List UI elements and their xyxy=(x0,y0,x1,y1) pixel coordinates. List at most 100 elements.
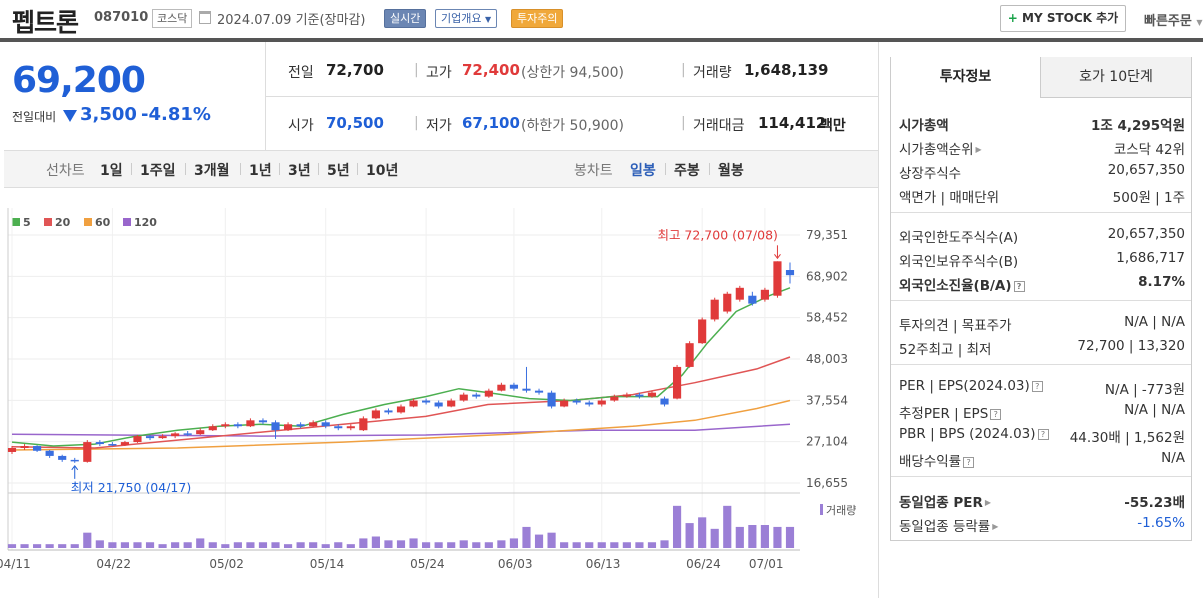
x-tick-label: 05/14 xyxy=(310,557,345,571)
candle-body xyxy=(409,400,418,407)
realtime-button[interactable]: 실시간 xyxy=(384,9,427,28)
volume-bar xyxy=(497,540,506,548)
info-label[interactable]: 동일업종 PER ▶ xyxy=(899,491,991,511)
arrow-right-icon: ▶ xyxy=(975,145,982,154)
volume-bar xyxy=(309,542,318,548)
candle-body xyxy=(585,402,594,405)
volume-bar xyxy=(409,538,418,548)
info-label-text: 액면가 | 매매단위 xyxy=(899,190,1000,206)
up-arrow-icon xyxy=(71,465,79,471)
period-daily[interactable]: 일봉 xyxy=(630,163,656,179)
info-label: 투자의견 | 목표주가 xyxy=(899,314,1012,334)
candle-body xyxy=(472,394,481,397)
volume-bar xyxy=(560,542,569,548)
open-label: 시가 xyxy=(288,118,314,134)
volume-bar xyxy=(95,540,104,548)
period-monthly[interactable]: 월봉 xyxy=(718,163,744,179)
high-annotation: 최고 72,700 (07/08) xyxy=(657,227,777,242)
volume-bar xyxy=(120,542,130,548)
candle-body xyxy=(58,455,67,460)
candle-body xyxy=(233,424,242,427)
candle-body xyxy=(296,424,305,427)
info-label-text: 배당수익률 xyxy=(899,454,962,470)
info-label[interactable]: 동일업종 등락률 ▶ xyxy=(899,515,998,535)
candle-body xyxy=(145,436,155,439)
volume-legend-swatch xyxy=(820,504,823,515)
divider xyxy=(891,364,1191,365)
divider xyxy=(265,96,878,97)
period-1d[interactable]: 1일 xyxy=(100,163,123,179)
quick-order-button[interactable]: 빠른주문 ▼ xyxy=(1144,14,1203,29)
legend-ma60: 60 xyxy=(95,216,111,229)
calendar-icon xyxy=(199,11,211,24)
volume-bar xyxy=(108,542,117,548)
volume-bar xyxy=(773,526,782,548)
candle-body xyxy=(384,410,393,413)
info-label: 추정PER | EPS? xyxy=(899,402,1002,422)
legend-ma5: 5 xyxy=(23,216,31,229)
period-10y[interactable]: 10년 xyxy=(366,163,399,179)
candle-body xyxy=(447,400,456,407)
tab-investment-info[interactable]: 투자정보 xyxy=(891,57,1041,98)
tab-order-book[interactable]: 호가 10단계 xyxy=(1041,57,1191,98)
divider xyxy=(891,212,1191,213)
help-icon[interactable]: ? xyxy=(1031,381,1043,392)
candle-body xyxy=(635,394,644,397)
volume-legend-label: 거래량 xyxy=(826,504,856,517)
info-label-text: 외국인보유주식수(B) xyxy=(899,254,1019,270)
volume-bar xyxy=(748,525,757,548)
candle-body xyxy=(196,430,205,435)
period-1w[interactable]: 1주일 xyxy=(140,163,176,179)
help-icon[interactable]: ? xyxy=(1037,429,1049,440)
price-change: 3,500 xyxy=(80,104,137,125)
candle-body xyxy=(497,384,506,391)
volume-bar xyxy=(233,542,242,548)
volume-bar xyxy=(622,542,631,548)
stock-chart[interactable]: 79,351 68,902 58,452 48,003 37,554 27,104 16,6… xyxy=(0,188,878,598)
candle-body xyxy=(509,384,519,389)
separator: | xyxy=(681,115,686,131)
ma60-line xyxy=(11,399,791,451)
info-value: 44.30배 | 1,562원 xyxy=(1069,430,1185,446)
separator xyxy=(357,163,358,175)
help-icon[interactable]: ? xyxy=(1013,281,1025,292)
down-arrow-icon xyxy=(774,254,781,260)
info-label: 배당수익률? xyxy=(899,450,975,470)
y-tick-label: 79,351 xyxy=(806,228,848,242)
info-label[interactable]: 시가총액순위 ▶ xyxy=(899,138,982,158)
period-3y[interactable]: 3년 xyxy=(288,163,311,179)
candle-body xyxy=(560,400,569,407)
period-3m[interactable]: 3개월 xyxy=(194,163,230,179)
info-label-text: PER | EPS(2024.03) xyxy=(899,378,1030,394)
add-my-stock-button[interactable]: + MY STOCK 추가 xyxy=(1000,5,1126,32)
candle-body xyxy=(70,459,79,462)
open-value: 70,500 xyxy=(326,114,384,132)
volume-bar xyxy=(133,542,142,548)
legend-swatch-ma20 xyxy=(44,218,52,226)
info-label-text: 추정PER | EPS xyxy=(899,406,989,422)
trade-value: 114,412 xyxy=(758,114,827,132)
separator xyxy=(709,163,710,175)
info-label-text: 외국인소진율(B/A) xyxy=(899,278,1012,294)
current-price: 69,200 xyxy=(12,60,146,101)
candle-body xyxy=(396,406,406,413)
candle-body xyxy=(346,426,355,429)
volume-bar xyxy=(271,542,280,548)
chevron-down-icon: ▼ xyxy=(1196,18,1203,27)
period-1y[interactable]: 1년 xyxy=(249,163,272,179)
help-icon[interactable]: ? xyxy=(990,409,1002,420)
period-weekly[interactable]: 주봉 xyxy=(674,163,700,179)
candle-body xyxy=(785,270,795,276)
help-icon[interactable]: ? xyxy=(963,457,975,468)
stock-code: 087010 xyxy=(94,10,149,25)
volume-bar xyxy=(698,517,707,548)
info-value: 8.17% xyxy=(1138,274,1185,290)
company-overview-button[interactable]: 기업개요 ▼ xyxy=(435,9,498,28)
info-label: 외국인소진율(B/A)? xyxy=(899,274,1025,294)
y-tick-label: 48,003 xyxy=(806,352,848,366)
ma20-line xyxy=(11,356,791,449)
candle-body xyxy=(133,436,142,443)
volume-bar xyxy=(321,544,330,548)
period-5y[interactable]: 5년 xyxy=(327,163,350,179)
column-divider xyxy=(878,42,879,598)
